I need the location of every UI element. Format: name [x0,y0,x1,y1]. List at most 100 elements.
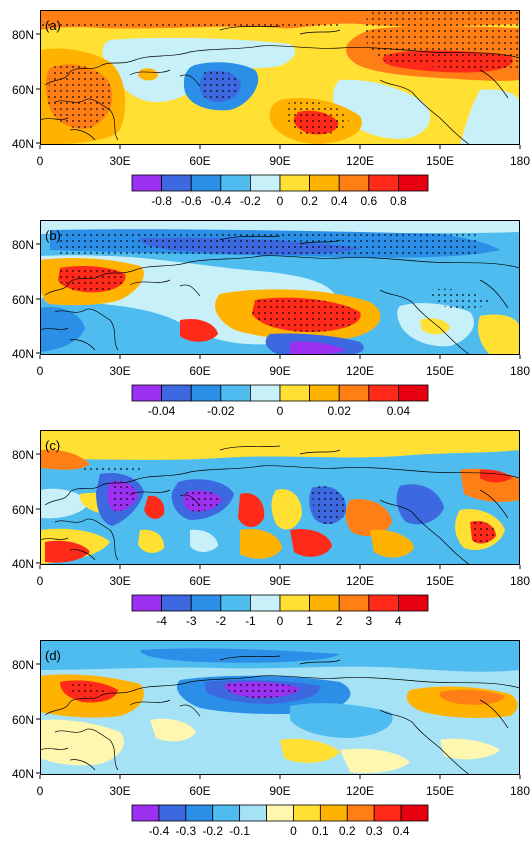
colorbar-swatch [131,384,163,402]
colorbar-swatch [249,594,281,612]
lat-tick-label: 60N [12,83,34,97]
panel-c-map [40,430,520,565]
lon-tick-label: 90E [269,784,290,798]
colorbar-swatch [220,174,251,192]
panel-b-label: (b) [45,228,61,243]
lon-tick-label: 120E [346,574,374,588]
colorbar-swatch [249,384,281,402]
colorbar-swatch [212,804,241,822]
colorbar-tick-label: 0 [290,824,297,838]
colorbar-tick-label: -0.3 [175,824,196,838]
colorbar-tick-label: 4 [395,614,402,628]
colorbar-tick-label: 0.6 [360,194,377,208]
lon-tick-label: 90E [269,574,290,588]
colorbar-swatch [346,804,375,822]
colorbar-swatch [158,804,187,822]
colorbar-tick-label: -2 [215,614,226,628]
colorbar-tick-label: -1 [245,614,256,628]
panel-d-map [40,640,520,775]
lon-tick-label: 60E [189,154,210,168]
colorbar-swatch [368,384,399,402]
colorbar-swatch [309,384,340,402]
colorbar-tick-label: 0 [277,404,284,418]
colorbar-swatch [190,384,222,402]
colorbar-tick-label: 0 [277,614,284,628]
colorbar-swatch [131,594,163,612]
colorbar-swatch [279,174,311,192]
colorbar-swatch [131,804,160,822]
colorbar-swatch [309,174,340,192]
panel-b-map [40,220,520,355]
colorbar-swatch [279,594,311,612]
colorbar-swatch [161,174,192,192]
lon-tick-label: 180 [510,154,530,168]
colorbar-tick-label: -4 [156,614,167,628]
colorbar-tick-label: 0.2 [301,194,318,208]
lon-tick-label: 120E [346,364,374,378]
colorbar-tick-label: 0 [277,194,284,208]
colorbar-swatch [220,594,251,612]
colorbar-tick-label: 0.04 [387,404,411,418]
lon-tick-label: 0 [37,364,44,378]
lon-tick-label: 30E [109,364,130,378]
lat-tick-label: 40N [12,137,34,151]
colorbar-swatch [266,804,294,822]
lon-tick-label: 30E [109,574,130,588]
colorbar-swatch [309,594,340,612]
colorbar-swatch [190,594,222,612]
lat-tick-label: 60N [12,713,34,727]
lat-tick-label: 80N [12,658,34,672]
lon-tick-label: 180 [510,574,530,588]
panel-a-label: (a) [45,18,61,33]
colorbar-swatch [239,804,267,822]
lat-tick-label: 80N [12,28,34,42]
lat-tick-label: 40N [12,767,34,781]
colorbar-swatch [131,174,163,192]
lat-tick-label: 60N [12,293,34,307]
lon-tick-label: 0 [37,574,44,588]
colorbar-tick-label: 0.4 [331,194,348,208]
colorbar-swatch [368,594,399,612]
colorbar-tick-label: -0.02 [207,404,235,418]
colorbar-swatch [249,174,281,192]
colorbar-swatch [319,804,348,822]
lon-tick-label: 150E [426,364,454,378]
lon-tick-label: 150E [426,574,454,588]
lon-tick-label: 60E [189,574,210,588]
colorbar-swatch [185,804,214,822]
lon-tick-label: 90E [269,364,290,378]
panel-c-label: (c) [45,438,60,453]
colorbar-swatch [161,384,192,402]
colorbar-tick-label: -0.2 [240,194,261,208]
colorbar-tick-label: -0.6 [181,194,202,208]
lon-tick-label: 120E [346,784,374,798]
colorbar-tick-label: 2 [336,614,343,628]
lon-tick-label: 60E [189,784,210,798]
lat-tick-label: 60N [12,503,34,517]
colorbar-swatch [338,594,370,612]
colorbar-swatch [220,384,251,402]
lon-tick-label: 150E [426,154,454,168]
colorbar-swatch [338,174,370,192]
lon-tick-label: 30E [109,784,130,798]
colorbar-tick-label: 0.2 [339,824,356,838]
colorbar-tick-label: 0.4 [393,824,410,838]
lon-tick-label: 150E [426,784,454,798]
colorbar-tick-label: -0.04 [148,404,176,418]
colorbar-tick-label: 0.3 [366,824,383,838]
colorbar-tick-label: -0.1 [229,824,250,838]
lon-tick-label: 30E [109,154,130,168]
colorbar-swatch [397,174,429,192]
lon-tick-label: 90E [269,154,290,168]
lon-tick-label: 0 [37,784,44,798]
lon-tick-label: 180 [510,364,530,378]
colorbar-tick-label: -0.4 [210,194,231,208]
colorbar-swatch [397,594,429,612]
colorbar-tick-label: -3 [186,614,197,628]
colorbar-swatch [373,804,402,822]
